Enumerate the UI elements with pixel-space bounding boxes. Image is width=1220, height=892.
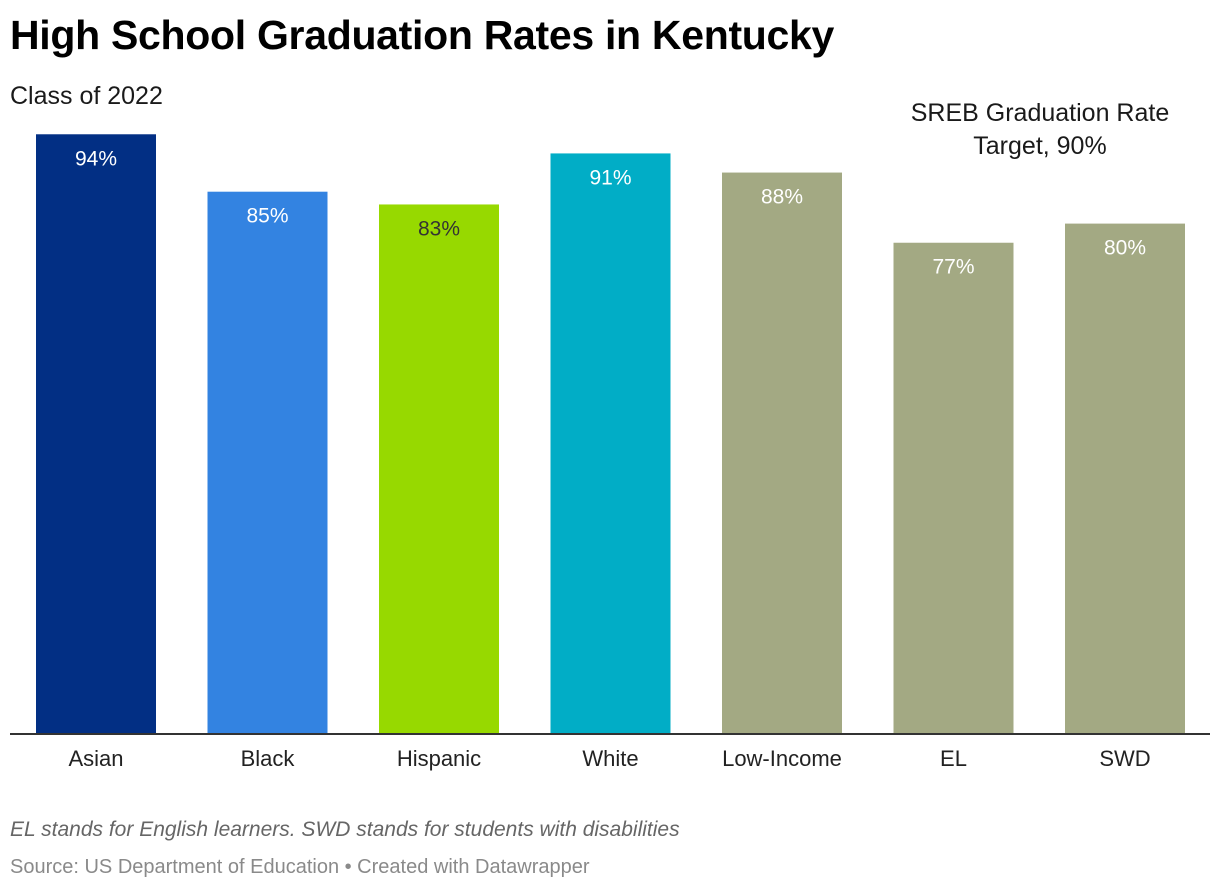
category-label-el: EL [940, 746, 967, 771]
value-label-el: 77% [932, 256, 974, 279]
bar-asian [36, 134, 156, 734]
chart-notes: EL stands for English learners. SWD stan… [10, 818, 680, 841]
category-label-hispanic: Hispanic [397, 746, 481, 771]
category-label-white: White [582, 746, 638, 771]
target-annotation-line1: SREB Graduation Rate [910, 99, 1170, 127]
category-label-black: Black [241, 746, 296, 771]
value-label-low-income: 88% [761, 186, 803, 209]
bar-el [893, 242, 1014, 735]
chart-source: Source: US Department of Education • Cre… [10, 856, 590, 878]
bar-black [207, 191, 328, 734]
value-label-white: 91% [589, 166, 631, 189]
bar-swd [1065, 223, 1185, 734]
category-label-low-income: Low-Income [722, 746, 842, 771]
chart-title: High School Graduation Rates in Kentucky [10, 12, 835, 58]
category-label-swd: SWD [1099, 746, 1150, 771]
bar-chart: 94% Asian 85% Black 83% Hispanic 91% White 88% Lo… [10, 134, 1210, 771]
bar-white [550, 153, 671, 735]
bar-hispanic [379, 204, 499, 734]
chart-subtitle: Class of 2022 [10, 82, 163, 110]
bar-low-income [722, 172, 842, 734]
target-annotation-line2: Target, 90% [973, 132, 1107, 160]
value-label-black: 85% [246, 205, 288, 228]
target-annotation: SREB Graduation Rate Target, 90% [880, 97, 1200, 163]
value-label-asian: 94% [75, 147, 117, 170]
value-label-swd: 80% [1104, 237, 1146, 260]
category-label-asian: Asian [68, 746, 123, 771]
value-label-hispanic: 83% [418, 217, 460, 240]
